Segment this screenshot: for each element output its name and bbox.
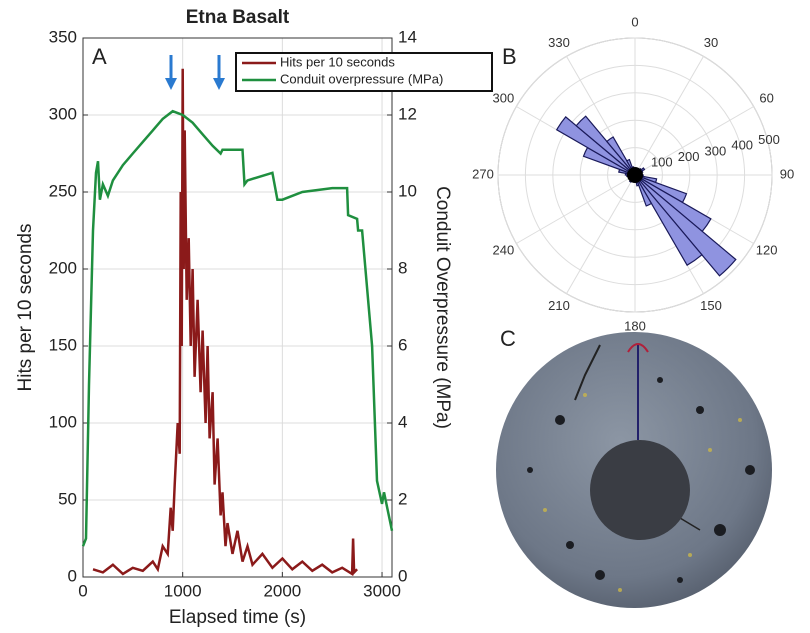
center-dot (627, 167, 643, 183)
y2-tick-label: 10 (398, 181, 417, 200)
y2-tick-label: 6 (398, 335, 407, 354)
x-axis-label: Elapsed time (s) (169, 607, 306, 628)
y-axis-label: Hits per 10 seconds (15, 224, 36, 392)
angular-grid (516, 174, 636, 244)
y-tick-label: 100 (49, 412, 77, 431)
y2-axis-label: Conduit Overpressure (MPa) (432, 186, 453, 429)
radius-label: 200 (678, 149, 700, 164)
panel-label: B (502, 44, 517, 69)
angle-label: 180 (624, 318, 646, 333)
y2-tick-label: 12 (398, 104, 417, 123)
event-arrows (165, 55, 225, 90)
y2-tick-label: 8 (398, 258, 407, 277)
rose-petal (634, 174, 737, 277)
angular-grid (634, 106, 754, 176)
plot-frame (82, 37, 393, 578)
angle-label: 150 (700, 298, 722, 313)
x-tick-label: 1000 (164, 581, 202, 600)
y-tick-label: 250 (49, 181, 77, 200)
y-tick-label: 50 (58, 489, 77, 508)
angle-label: 120 (756, 242, 778, 257)
angle-label: 0 (631, 14, 638, 29)
y-tick-label: 300 (49, 104, 77, 123)
angular-grid (566, 174, 636, 294)
panel-label: A (92, 44, 107, 69)
y-tick-label: 0 (68, 566, 77, 585)
series-line (92, 68, 358, 577)
radius-label: 100 (651, 155, 673, 170)
angle-label: 300 (493, 90, 515, 105)
sample-photo (496, 332, 772, 608)
angle-label: 270 (472, 166, 494, 181)
y2-tick-label: 2 (398, 489, 407, 508)
angle-label: 330 (548, 35, 570, 50)
rose-petal (575, 115, 636, 176)
angle-label: 60 (759, 90, 773, 105)
radius-label: 400 (731, 138, 753, 153)
angle-label: 240 (493, 242, 515, 257)
angular-grid (634, 56, 704, 176)
legend-label: Conduit overpressure (MPa) (280, 71, 443, 86)
y2-tick-label: 14 (398, 27, 417, 46)
x-tick-label: 0 (78, 581, 87, 600)
y2-tick-label: 0 (398, 566, 407, 585)
legend-box (235, 52, 493, 92)
rose-petal (605, 136, 636, 176)
rose-petal (634, 174, 653, 207)
x-tick-label: 3000 (363, 581, 401, 600)
legend-label: Hits per 10 seconds (280, 54, 395, 69)
radius-label: 300 (705, 143, 727, 158)
radius-label: 500 (758, 132, 780, 147)
angle-label: 210 (548, 298, 570, 313)
y-tick-label: 350 (49, 27, 77, 46)
angle-label: 30 (704, 35, 718, 50)
rose-petal (634, 174, 703, 267)
rose-petal (555, 116, 636, 176)
panel-label: C (500, 326, 516, 351)
angle-label: 90 (780, 166, 794, 181)
legend: Hits per 10 seconds Conduit overpressure … (235, 52, 493, 92)
y2-tick-label: 4 (398, 412, 407, 431)
series-line (81, 109, 394, 547)
y-tick-label: 200 (49, 258, 77, 277)
x-tick-label: 2000 (263, 581, 301, 600)
chart-title: Etna Basalt (186, 7, 290, 28)
y-tick-label: 150 (49, 335, 77, 354)
